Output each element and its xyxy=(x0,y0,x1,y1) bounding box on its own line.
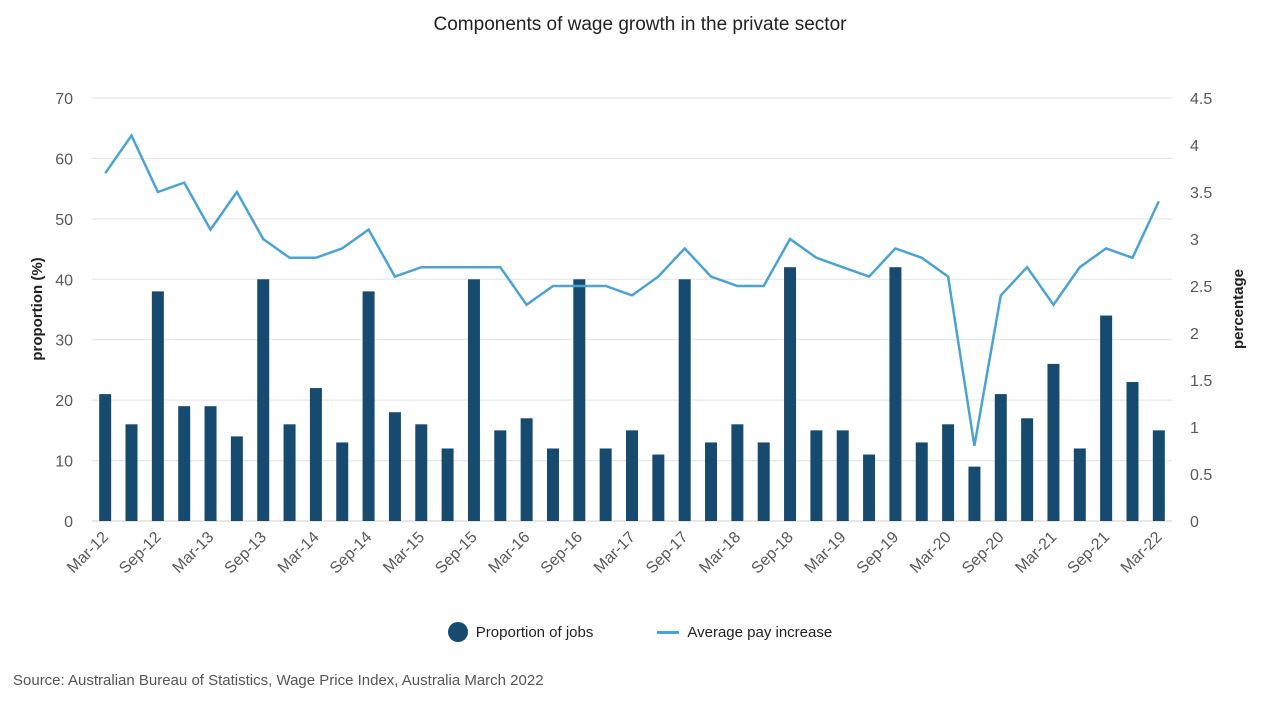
right-axis-label: percentage xyxy=(1230,269,1247,349)
bar xyxy=(204,406,217,521)
left-axis-ticks: 0 10 20 30 40 50 60 70 xyxy=(55,91,73,531)
bar xyxy=(1047,363,1060,521)
chart-legend: Proportion of jobs Average pay increase xyxy=(0,622,1280,642)
bar xyxy=(705,442,718,521)
bar xyxy=(546,448,559,521)
right-axis-tick-label: 2 xyxy=(1190,326,1199,343)
bar xyxy=(230,436,243,521)
bar xyxy=(678,279,691,521)
bar xyxy=(362,291,375,521)
bar xyxy=(968,466,981,521)
x-axis-tick-label: Sep-15 xyxy=(432,529,481,578)
x-axis-ticks: Mar-12 Sep-12 Mar-13 Sep-13 Mar-14 Sep-14 Mar-… xyxy=(64,529,1166,578)
right-axis-tick-label: 1 xyxy=(1190,420,1199,437)
bar xyxy=(415,424,428,521)
right-axis-tick-label: 2.5 xyxy=(1190,279,1212,296)
bar xyxy=(520,418,533,521)
bar xyxy=(1152,430,1165,521)
bar xyxy=(257,279,270,521)
bar xyxy=(494,430,507,521)
bar xyxy=(810,430,823,521)
bar xyxy=(599,448,612,521)
chart-title: Components of wage growth in the private… xyxy=(433,14,847,35)
bar xyxy=(99,394,112,521)
bar-series-proportion-of-jobs xyxy=(99,267,1165,521)
x-axis-tick-label: Sep-20 xyxy=(959,529,1008,578)
bar xyxy=(942,424,955,521)
right-axis-tick-label: 3.5 xyxy=(1190,185,1212,202)
legend-label-average-pay-increase: Average pay increase xyxy=(687,623,833,641)
right-axis-tick-label: 4.5 xyxy=(1190,91,1212,108)
bar xyxy=(1021,418,1034,521)
x-axis-tick-label: Mar-21 xyxy=(1012,529,1060,577)
bar xyxy=(757,442,770,521)
x-axis-tick-label: Mar-17 xyxy=(591,529,639,577)
x-axis-tick-label: Sep-17 xyxy=(643,529,692,578)
x-axis-tick-label: Sep-19 xyxy=(854,529,903,578)
left-axis-tick-label: 60 xyxy=(55,151,73,168)
legend-label-proportion-of-jobs: Proportion of jobs xyxy=(475,623,594,641)
x-axis-tick-label: Sep-14 xyxy=(327,529,376,578)
left-axis-tick-label: 20 xyxy=(55,393,73,410)
bar xyxy=(125,424,138,521)
bar xyxy=(309,388,322,521)
bar xyxy=(441,448,454,521)
bar xyxy=(1100,315,1113,521)
x-axis-tick-label: Sep-13 xyxy=(222,529,271,578)
x-axis-tick-label: Mar-19 xyxy=(802,529,850,577)
left-axis-tick-label: 10 xyxy=(55,454,73,471)
left-axis-tick-label: 70 xyxy=(55,91,73,108)
bar xyxy=(151,291,164,521)
legend-item-proportion-of-jobs: Proportion of jobs xyxy=(447,622,594,642)
x-axis-tick-label: Sep-12 xyxy=(116,529,165,578)
line-series-average-pay-increase xyxy=(104,133,1160,447)
right-axis-tick-label: 0 xyxy=(1190,514,1199,531)
bar xyxy=(388,412,401,521)
right-axis-tick-label: 0.5 xyxy=(1190,467,1212,484)
right-axis-tick-label: 3 xyxy=(1190,232,1199,249)
bar xyxy=(573,279,586,521)
bar xyxy=(863,454,876,521)
left-axis-tick-label: 50 xyxy=(55,212,73,229)
bar xyxy=(1126,382,1139,521)
bar xyxy=(626,430,638,521)
right-axis-ticks: 0 0.5 1 1.5 2 2.5 3 3.5 4 4.5 xyxy=(1190,91,1212,531)
x-axis-tick-label: Sep-16 xyxy=(538,529,587,578)
bar xyxy=(994,394,1007,521)
bar xyxy=(915,442,928,521)
bar xyxy=(784,267,797,521)
bar xyxy=(283,424,296,521)
right-axis-tick-label: 4 xyxy=(1190,138,1199,155)
bar xyxy=(889,267,902,521)
bar xyxy=(178,406,191,521)
right-axis-tick-label: 1.5 xyxy=(1190,373,1212,390)
left-axis-tick-label: 30 xyxy=(55,333,73,350)
source-note: Source: Australian Bureau of Statistics,… xyxy=(13,672,544,689)
x-axis-tick-label: Mar-18 xyxy=(696,529,744,577)
x-axis-tick-label: Mar-20 xyxy=(907,529,955,577)
x-axis-tick-label: Mar-15 xyxy=(380,529,428,577)
x-axis-tick-label: Mar-16 xyxy=(486,529,534,577)
series-line xyxy=(104,133,1160,447)
legend-dot-icon xyxy=(447,622,468,642)
x-axis-tick-label: Mar-22 xyxy=(1118,529,1166,577)
x-axis-tick-label: Sep-18 xyxy=(748,529,797,578)
x-axis-tick-label: Mar-14 xyxy=(275,529,323,577)
legend-line-icon xyxy=(657,630,680,634)
legend-item-average-pay-increase: Average pay increase xyxy=(657,622,832,642)
bar xyxy=(731,424,744,521)
left-axis-tick-label: 0 xyxy=(64,514,73,531)
bar xyxy=(336,442,349,521)
left-axis-tick-label: 40 xyxy=(55,272,73,289)
left-axis-label: proportion (%) xyxy=(29,257,46,360)
bar xyxy=(467,279,480,521)
bar xyxy=(1073,448,1086,521)
x-axis-tick-label: Mar-13 xyxy=(170,529,218,577)
bar xyxy=(836,430,849,521)
x-axis-tick-label: Mar-12 xyxy=(64,529,112,577)
x-axis-tick-label: Sep-21 xyxy=(1064,529,1113,578)
bar xyxy=(652,454,665,521)
